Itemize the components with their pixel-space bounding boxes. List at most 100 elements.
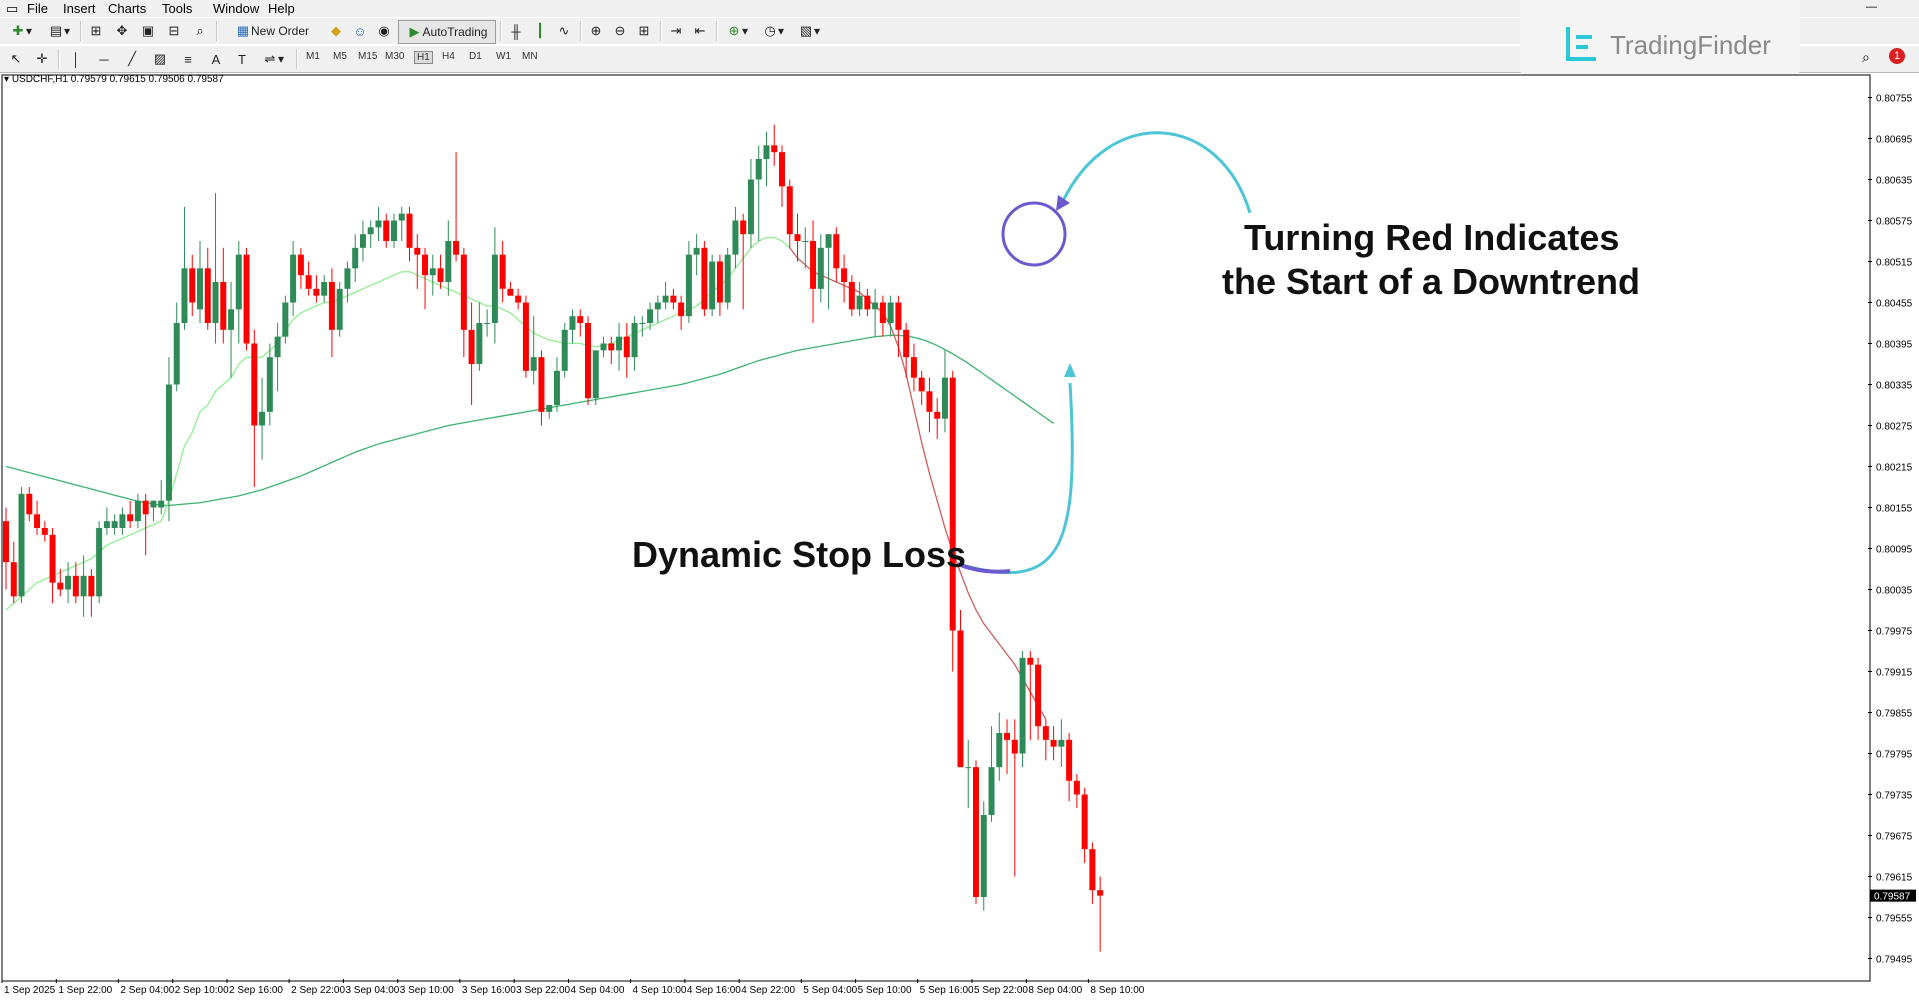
candle [1050,726,1057,761]
indicators-button[interactable]: ⊕ ▾ [722,20,752,42]
candle [771,124,778,166]
text-button[interactable]: A [206,48,226,70]
candle-body [965,767,972,769]
signals-button[interactable]: ◉ [374,20,394,42]
autoscroll-button[interactable]: ⇥ [666,20,686,42]
app-icon[interactable]: ▭ [6,1,19,16]
timeframe-mn[interactable]: MN [522,51,538,62]
terminal-button[interactable]: ⊟ [164,20,184,42]
crosshair-button[interactable]: ✛ [32,48,52,70]
timeframe-w1[interactable]: W1 [496,51,511,62]
candle [802,227,809,269]
zoom-out-button[interactable]: ⊖ [610,20,630,42]
candle [197,241,203,323]
candle-body [165,384,172,501]
candle-body [623,336,630,358]
channel-button[interactable]: ▨ [150,48,170,70]
timeframe-h4[interactable]: H4 [442,51,455,62]
minimize-icon[interactable]: — [1866,1,1877,13]
candle-body [274,336,281,358]
menu-insert[interactable]: Insert [63,1,96,16]
candle [414,234,421,289]
notifications-badge[interactable]: 1 [1889,48,1905,64]
timeframe-h1[interactable]: H1 [414,51,433,64]
candle-body [251,343,258,426]
candle-body [817,247,824,289]
timeframe-m15[interactable]: M15 [358,51,378,62]
y-tick-label: 0.80455 [1876,299,1913,310]
menu-tools[interactable]: Tools [162,1,193,16]
candles [3,124,1104,952]
candle [165,357,172,522]
candle-body [142,500,149,515]
channel-icon: ▨ [153,51,167,66]
candle-body [771,145,778,153]
periods-button[interactable]: ◷ ▾ [758,20,788,42]
label-button[interactable]: T [232,48,252,70]
menu-charts[interactable]: Charts [108,1,147,16]
candle-body [732,220,739,255]
candlestick-button[interactable]: ┃ [530,20,550,42]
navigator-button[interactable]: ▣ [138,20,158,42]
tile-windows-button[interactable]: ⊞ [634,20,654,42]
arrows-button[interactable]: ⇌ ▾ [258,48,288,70]
candle [1066,733,1073,802]
menu-help[interactable]: Help [268,1,295,16]
data-window-button[interactable]: ✥ [112,20,132,42]
timeframe-m30[interactable]: M30 [385,51,405,62]
candle [747,159,754,248]
candle-body [26,493,33,515]
cursor-button[interactable]: ↖ [6,48,26,70]
candle [453,152,460,262]
market-watch-button[interactable]: ⊞ [86,20,106,42]
candle [290,241,297,317]
chart-window[interactable]: 0.80755 0.80695 0.80635 0.80575 0.80515 0.804… [0,73,1919,996]
candle [546,405,553,419]
highlight-circle [1001,201,1067,267]
horizontal-line-button[interactable]: ─ [94,48,114,70]
candle [949,370,956,672]
fast-ma-line-red [789,247,1047,720]
candle [841,254,848,303]
x-tick-label: 3 Sep 22:00 [516,985,570,996]
gold-button[interactable]: ◆ [326,20,346,42]
new-order-button[interactable]: ▦ New Order [222,20,322,42]
templates-button[interactable]: ▧ ▾ [799,23,821,38]
menu-window[interactable]: Window [213,1,260,16]
candle [654,295,661,323]
candle-body [709,261,716,310]
tester-button[interactable]: ⌕ [190,20,210,42]
menu-file[interactable]: File [27,1,48,16]
x-tick-label: 8 Sep 04:00 [1028,985,1082,996]
vertical-line-button[interactable]: │ [66,48,86,70]
chart-shift-button[interactable]: ⇤ [690,20,710,42]
candle [150,500,157,522]
autotrading-button[interactable]: ▶ AutoTrading [398,20,496,44]
community-button[interactable]: ☺ [350,20,370,42]
folder-icon: ▣ [141,23,155,38]
candle [903,323,910,378]
timeframe-m1[interactable]: M1 [306,51,320,62]
bar-chart-button[interactable]: ╫ [506,20,526,42]
timeframe-d1[interactable]: D1 [469,51,482,62]
zoom-in-button[interactable]: ⊕ [586,20,606,42]
candle-body [926,391,933,412]
candle [305,261,312,296]
candle [926,377,933,433]
profiles-button[interactable]: ▤ ▾ [49,23,71,38]
line-chart-button[interactable]: ∿ [554,20,574,42]
search-icon[interactable]: ⌕ [1862,49,1870,65]
x-tick-label: 3 Sep 04:00 [345,985,399,996]
candle-body [173,323,180,385]
candle [173,302,180,392]
price-chart[interactable]: 0.80755 0.80695 0.80635 0.80575 0.80515 0.804… [0,73,1919,996]
timeframe-m5[interactable]: M5 [333,51,347,62]
candle [96,521,103,604]
trendline-icon: ╱ [128,51,136,66]
fibonacci-button[interactable]: ≡ [178,48,198,70]
trendline-button[interactable]: ╱ [122,48,142,70]
candle [344,261,351,303]
price-axis: 0.80755 0.80695 0.80635 0.80575 0.80515 0.804… [1868,94,1916,966]
new-chart-button[interactable]: ✚ ▾ [6,20,36,42]
candle-body [585,323,591,399]
